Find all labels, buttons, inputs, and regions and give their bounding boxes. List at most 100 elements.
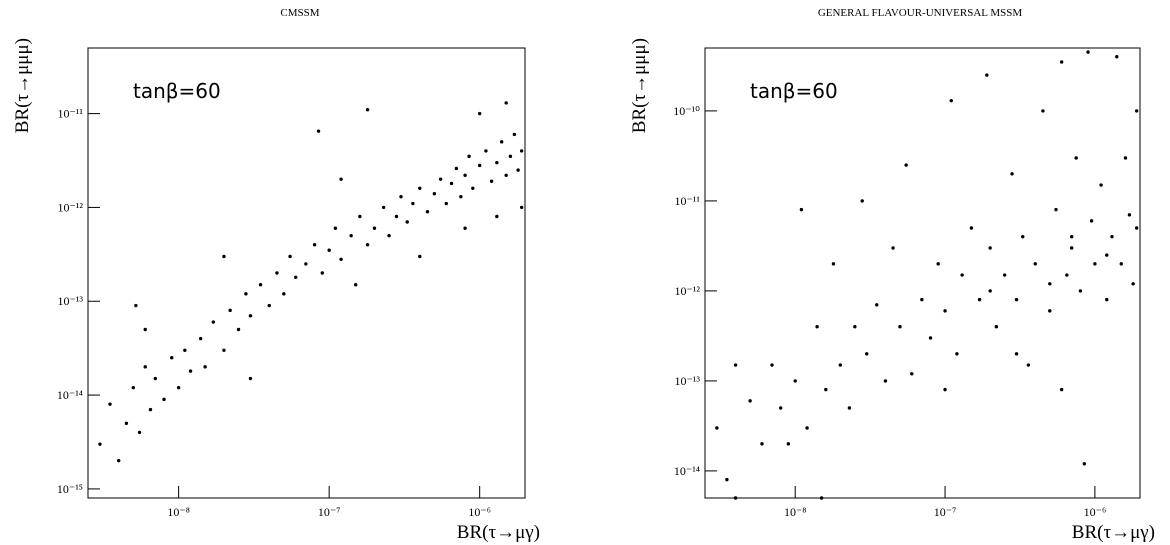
- point: [883, 379, 888, 383]
- point: [425, 210, 430, 214]
- point: [1127, 213, 1132, 217]
- point: [1134, 109, 1139, 113]
- point: [853, 325, 857, 329]
- point: [98, 442, 102, 446]
- point: [1002, 273, 1007, 277]
- y-tick-label: 10⁻¹³: [674, 374, 700, 388]
- point: [294, 275, 298, 279]
- point: [910, 372, 914, 376]
- point: [1065, 273, 1069, 277]
- point: [994, 325, 999, 329]
- point: [943, 387, 947, 392]
- point: [1082, 462, 1087, 466]
- point: [1093, 262, 1097, 266]
- point: [508, 154, 513, 159]
- point: [805, 426, 809, 430]
- point: [288, 254, 292, 259]
- point: [1010, 172, 1014, 176]
- y-tick-label: 10⁻¹²: [674, 284, 700, 298]
- point: [1069, 235, 1074, 239]
- point: [748, 399, 752, 403]
- point: [778, 406, 783, 410]
- point: [316, 129, 321, 133]
- point: [418, 254, 422, 259]
- point: [275, 271, 279, 275]
- point: [381, 205, 386, 210]
- point: [143, 327, 147, 332]
- point: [904, 163, 908, 167]
- point: [1054, 207, 1058, 212]
- point: [960, 273, 964, 277]
- point: [463, 173, 467, 177]
- point: [920, 297, 924, 302]
- point: [349, 233, 353, 238]
- point: [365, 108, 370, 112]
- point: [1119, 262, 1123, 266]
- x-axis-label: BR(τ→μγ): [457, 522, 540, 543]
- point: [124, 421, 129, 426]
- point: [477, 111, 482, 116]
- point: [176, 385, 181, 390]
- point: [203, 365, 207, 369]
- point: [320, 271, 324, 275]
- y-tick-label: 10⁻¹²: [57, 200, 83, 214]
- point: [865, 352, 869, 356]
- point: [891, 246, 895, 250]
- point: [143, 365, 147, 369]
- point: [471, 186, 475, 190]
- point: [372, 226, 377, 230]
- point: [358, 214, 362, 219]
- point: [838, 363, 843, 367]
- point: [969, 226, 974, 230]
- point: [411, 201, 415, 206]
- point: [248, 314, 253, 318]
- point: [258, 283, 263, 287]
- point: [815, 325, 819, 329]
- point: [519, 149, 524, 153]
- point: [459, 195, 463, 199]
- point: [1041, 109, 1045, 113]
- point: [449, 181, 454, 186]
- point: [267, 303, 271, 308]
- point: [875, 303, 879, 307]
- x-tick-label: 10⁻⁶: [468, 505, 491, 519]
- point: [134, 303, 138, 308]
- point: [831, 262, 836, 266]
- point: [339, 177, 343, 181]
- point: [516, 168, 520, 172]
- point: [131, 385, 136, 390]
- point: [1110, 235, 1114, 239]
- point: [1048, 309, 1052, 313]
- x-tick-label: 10⁻⁸: [167, 505, 190, 519]
- point: [477, 163, 482, 168]
- y-axis-label: BR(τ→μμμ): [629, 38, 650, 133]
- point: [949, 98, 953, 103]
- point: [333, 226, 338, 230]
- point: [365, 243, 370, 247]
- point: [1131, 282, 1135, 286]
- point: [1069, 246, 1074, 250]
- point: [438, 177, 443, 181]
- point: [928, 336, 933, 340]
- point: [137, 430, 142, 435]
- point: [988, 246, 992, 250]
- point: [847, 406, 852, 410]
- point: [405, 220, 409, 224]
- point: [495, 214, 499, 219]
- point: [1014, 352, 1019, 356]
- point: [188, 369, 193, 373]
- y-tick-label: 10⁻¹³: [57, 294, 83, 308]
- point: [339, 257, 343, 261]
- chart-title: CMSSM: [280, 7, 319, 19]
- point: [1105, 297, 1109, 302]
- point: [236, 327, 241, 332]
- point: [936, 262, 940, 266]
- point: [222, 254, 226, 259]
- point: [418, 186, 422, 190]
- point: [282, 292, 286, 296]
- point: [394, 214, 399, 219]
- point: [786, 442, 791, 446]
- y-tick-label: 10⁻¹⁵: [57, 482, 83, 496]
- point: [444, 201, 448, 206]
